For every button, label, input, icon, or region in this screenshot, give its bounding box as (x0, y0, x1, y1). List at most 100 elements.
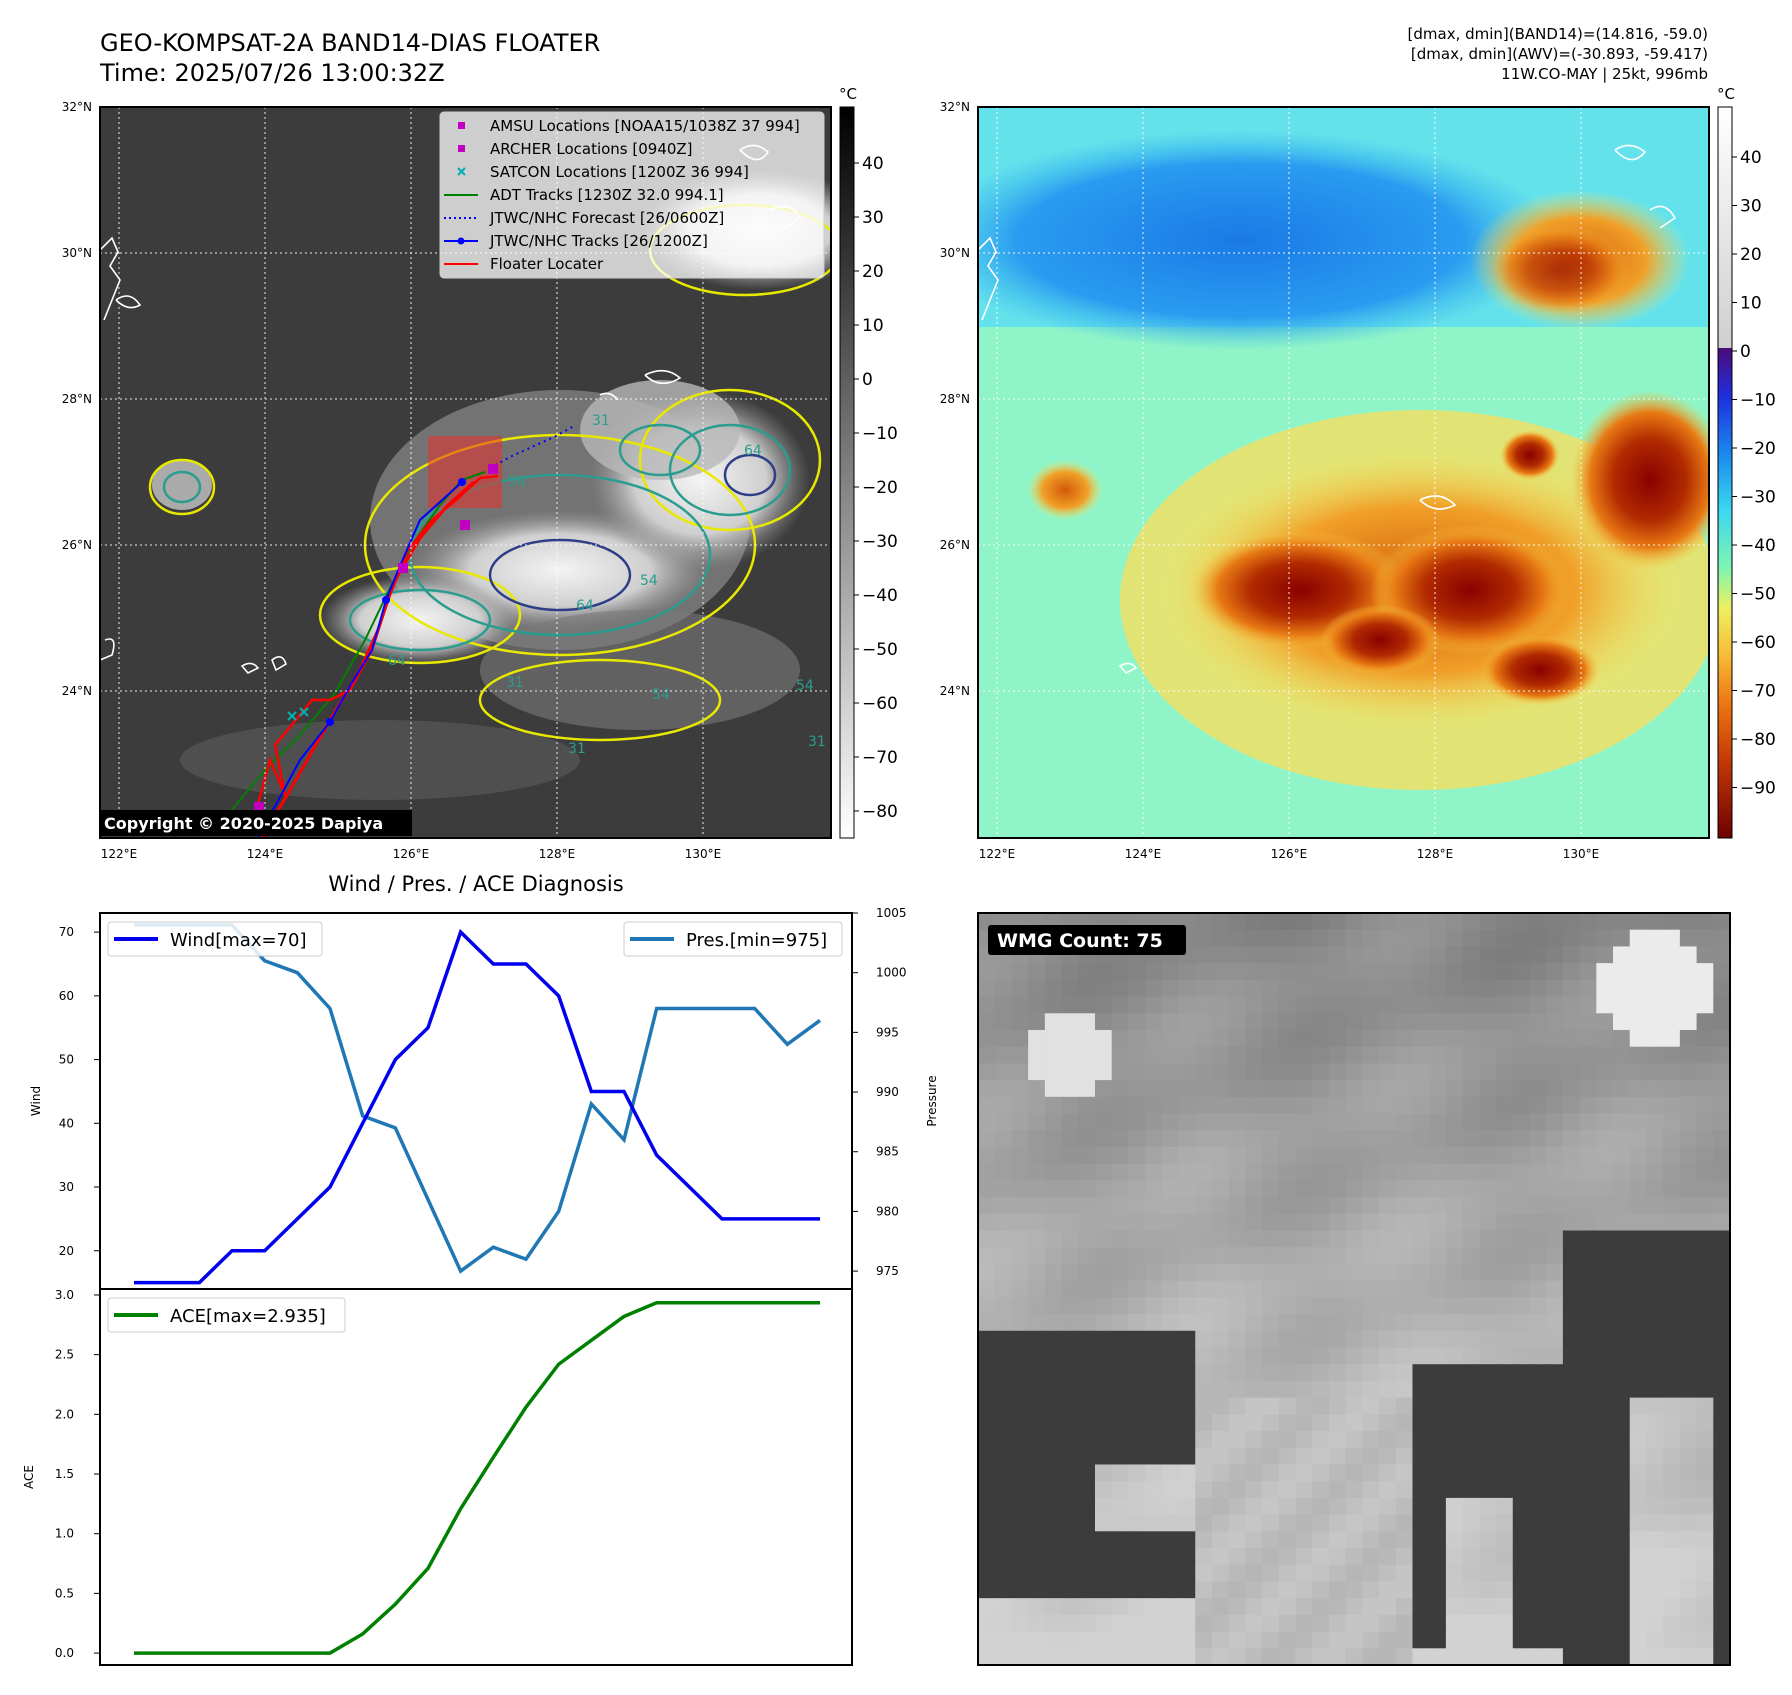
wmg-pixel (1512, 1548, 1531, 1566)
wmg-pixel (1529, 1330, 1547, 1349)
wmg-pixel (1111, 1564, 1129, 1583)
wmg-pixel (1529, 1614, 1547, 1633)
wmg-pixel (1679, 1397, 1698, 1415)
wmg-pixel (1228, 1046, 1246, 1064)
wmg-pixel (1044, 1447, 1063, 1466)
wmg-pixel (1445, 1631, 1464, 1649)
wmg-pixel (1295, 1096, 1313, 1115)
wmg-pixel (1145, 1013, 1163, 1031)
wmg-pixel (1228, 1297, 1246, 1315)
wmg-pixel (1512, 1080, 1531, 1098)
wmg-pixel (1178, 1130, 1196, 1148)
wmg-pixel (1094, 1096, 1113, 1115)
wmg-pixel (1429, 1247, 1447, 1265)
wmg-pixel (1429, 1280, 1447, 1298)
wmg-pixel (1395, 963, 1414, 981)
wmg-pixel (994, 1481, 1013, 1499)
wmg-pixel (1713, 1297, 1731, 1315)
wmg-pixel (1044, 1548, 1063, 1566)
wmg-pixel (1295, 1146, 1313, 1165)
wmg-pixel (1245, 1230, 1263, 1248)
wmg-pixel (1663, 1581, 1681, 1599)
wmg-pixel (1429, 1564, 1447, 1583)
wmg-pixel (1479, 1397, 1497, 1415)
wmg-pixel (1613, 1113, 1631, 1131)
copyright-text: Copyright © 2020-2025 Dapiya (104, 814, 383, 833)
wmg-pixel (1044, 1347, 1063, 1365)
wmg-pixel (1061, 1130, 1079, 1148)
wmg-frame (977, 912, 1731, 1666)
wmg-pixel (1512, 1013, 1531, 1031)
wmg-pixel (1562, 1080, 1581, 1098)
wmg-pixel (1028, 1364, 1046, 1382)
wmg-pixel (1562, 1029, 1581, 1048)
wmg-pixel (1512, 1247, 1531, 1265)
wmg-pixel (1579, 1146, 1597, 1165)
wmg-pixel (1145, 1113, 1163, 1131)
wmg-pixel (1395, 1414, 1414, 1432)
wmg-pixel (1312, 1481, 1330, 1499)
wmg-pixel (1596, 1614, 1614, 1633)
wmg-pixel (1312, 979, 1330, 998)
wmg-pixel (1512, 1297, 1531, 1315)
wmg-pixel (1579, 1648, 1597, 1666)
wmg-pixel (1663, 1080, 1681, 1098)
wmg-pixel (1228, 1197, 1246, 1215)
pressure-y-tick-label: 980 (876, 1204, 899, 1218)
wmg-pixel (978, 1263, 996, 1282)
wmg-pixel (1278, 963, 1297, 981)
wmg-pixel (1596, 1197, 1614, 1215)
wmg-pixel (1613, 1263, 1631, 1282)
wmg-pixel (1161, 1347, 1180, 1365)
wmg-pixel (1562, 913, 1581, 931)
wmg-pixel (1663, 1029, 1681, 1048)
wmg-pixel (1278, 1464, 1297, 1482)
coastline (1614, 144, 1647, 161)
wmg-pixel (1345, 1364, 1363, 1382)
wmg-pixel (1345, 1096, 1363, 1115)
wmg-pixel (1696, 1230, 1714, 1248)
wmg-pixel (994, 1029, 1013, 1048)
wmg-pixel (1529, 1431, 1547, 1449)
wmg-pixel (978, 1380, 996, 1399)
wmg-pixel (1696, 1380, 1714, 1399)
wmg-pixel (1128, 1481, 1146, 1499)
wmg-pixel (1462, 1564, 1480, 1583)
wmg-pixel (1562, 1598, 1581, 1616)
wmg-pixel (1061, 1197, 1079, 1215)
coastline (599, 392, 619, 401)
wmg-pixel (1295, 1130, 1313, 1148)
wmg-pixel (1178, 1531, 1196, 1549)
wmg-pixel (1546, 1548, 1564, 1566)
wmg-pixel (1579, 1581, 1597, 1599)
wmg-pixel (1011, 1146, 1029, 1165)
wmg-pixel (1195, 996, 1213, 1014)
wmg-pixel (1379, 1080, 1397, 1098)
wmg-pixel (978, 1314, 996, 1332)
wmg-pixel (1445, 1063, 1464, 1081)
wmg-pixel (1646, 1481, 1664, 1499)
wmg-pixel (1613, 946, 1631, 964)
wmg-pixel (1262, 1548, 1280, 1566)
wmg-pixel (1312, 1213, 1330, 1232)
wmg-pixel (1362, 1180, 1380, 1198)
wmg-pixel (1496, 979, 1514, 998)
wmg-pixel (1479, 1280, 1497, 1298)
ir-lat-label: 24°N (62, 684, 92, 698)
wmg-pixel (1546, 1347, 1564, 1365)
wmg-pixel (1479, 1130, 1497, 1148)
wmg-pixel (1228, 1364, 1246, 1382)
wmg-pixel (1429, 1648, 1447, 1666)
ir-lon-label: 124°E (247, 847, 284, 861)
wmg-pixel (1429, 1497, 1447, 1516)
wmg-pixel (1579, 1364, 1597, 1382)
wmg-pixel (1713, 1230, 1731, 1248)
wmg-pixel (1546, 1146, 1564, 1165)
wmg-pixel (1646, 1598, 1664, 1616)
wmg-pixel (1145, 1046, 1163, 1064)
wmg-pixel (1145, 1648, 1163, 1666)
wmg-pixel (1211, 1548, 1230, 1566)
wmg-pixel (1245, 1380, 1263, 1399)
wmg-pixel (1128, 1096, 1146, 1115)
wmg-pixel (1596, 996, 1614, 1014)
